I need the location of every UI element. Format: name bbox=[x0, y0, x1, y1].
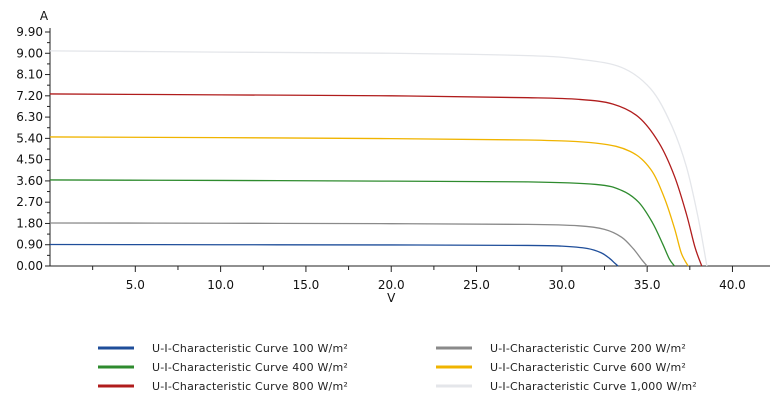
legend-label: U-I-Characteristic Curve 800 W/m² bbox=[152, 380, 348, 393]
legend-label: U-I-Characteristic Curve 400 W/m² bbox=[152, 361, 348, 374]
legend-item: U-I-Characteristic Curve 200 W/m² bbox=[436, 342, 686, 355]
axes: A V bbox=[40, 9, 770, 305]
series-line-4 bbox=[49, 136, 689, 267]
legend-item: U-I-Characteristic Curve 1,000 W/m² bbox=[436, 380, 697, 393]
x-tick-label: 5.0 bbox=[126, 278, 145, 292]
x-tick-label: 40.0 bbox=[719, 278, 746, 292]
legend: U-I-Characteristic Curve 100 W/m² U-I-Cha… bbox=[98, 342, 697, 393]
legend-label: U-I-Characteristic Curve 100 W/m² bbox=[152, 342, 348, 355]
legend-label: U-I-Characteristic Curve 1,000 W/m² bbox=[490, 380, 697, 393]
y-axis-label: A bbox=[40, 9, 49, 23]
series-line-6 bbox=[49, 50, 708, 267]
series-line-1 bbox=[49, 243, 619, 267]
x-tick-label: 35.0 bbox=[634, 278, 661, 292]
series-line-3 bbox=[49, 179, 675, 267]
x-tick-label: 20.0 bbox=[378, 278, 405, 292]
x-tick-label: 15.0 bbox=[293, 278, 320, 292]
legend-item: U-I-Characteristic Curve 400 W/m² bbox=[98, 361, 348, 374]
series-line-5 bbox=[49, 93, 703, 267]
y-tick-label: 9.00 bbox=[16, 46, 43, 60]
x-tick-label: 30.0 bbox=[548, 278, 575, 292]
legend-item: U-I-Characteristic Curve 800 W/m² bbox=[98, 380, 348, 393]
y-tick-label: 6.30 bbox=[16, 110, 43, 124]
y-tick-label: 7.20 bbox=[16, 89, 43, 103]
series-line-2 bbox=[49, 222, 648, 267]
y-tick-label: 0.90 bbox=[16, 238, 43, 252]
legend-label: U-I-Characteristic Curve 200 W/m² bbox=[490, 342, 686, 355]
legend-label: U-I-Characteristic Curve 600 W/m² bbox=[490, 361, 686, 374]
y-tick-label: 1.80 bbox=[16, 216, 43, 230]
y-tick-label: 2.70 bbox=[16, 195, 43, 209]
series-lines bbox=[49, 50, 708, 267]
y-tick-label: 3.60 bbox=[16, 174, 43, 188]
y-tick-label: 4.50 bbox=[16, 153, 43, 167]
legend-item: U-I-Characteristic Curve 600 W/m² bbox=[436, 361, 686, 374]
legend-item: U-I-Characteristic Curve 100 W/m² bbox=[98, 342, 348, 355]
y-tick-label: 9.90 bbox=[16, 25, 43, 39]
y-tick-label: 5.40 bbox=[16, 131, 43, 145]
ticks: 0.00 0.90 1.80 2.70 3.60 4.50 5.40 6.30 7.20 8.10… bbox=[16, 25, 746, 292]
y-tick-label: 0.00 bbox=[16, 259, 43, 273]
x-axis-label: V bbox=[387, 291, 396, 305]
x-tick-label: 25.0 bbox=[463, 278, 490, 292]
y-tick-label: 8.10 bbox=[16, 68, 43, 82]
x-tick-label: 10.0 bbox=[207, 278, 234, 292]
